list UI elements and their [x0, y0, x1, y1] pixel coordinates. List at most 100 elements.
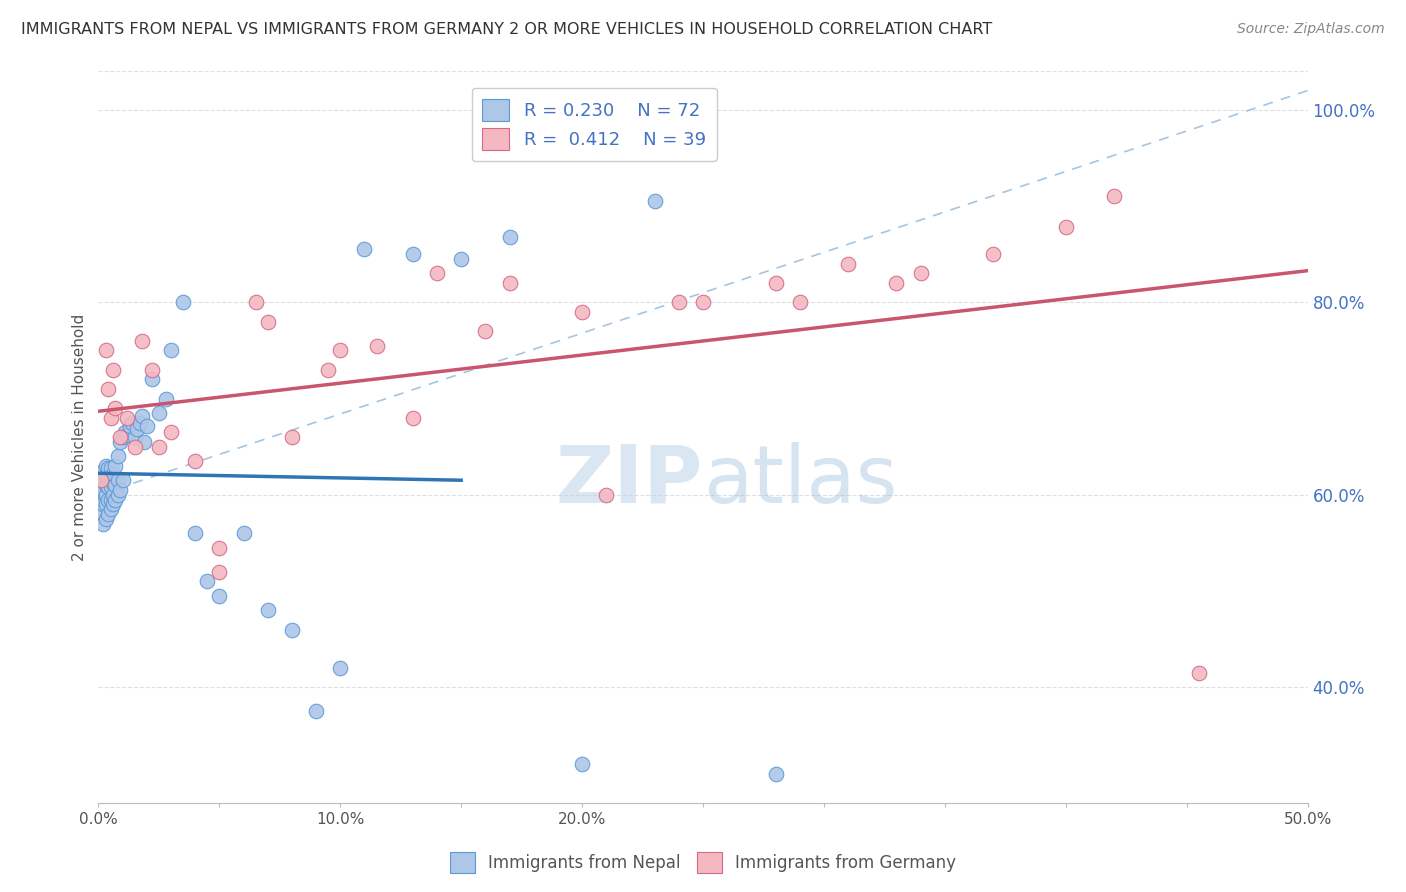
Point [281, 623, 304, 637]
Point [97, 480, 120, 494]
Point [184, 526, 207, 541]
Point [117, 410, 139, 425]
Point [101, 488, 124, 502]
Point [141, 372, 163, 386]
Point [837, 257, 859, 271]
Point [692, 295, 714, 310]
Point [107, 450, 129, 464]
Y-axis label: 2 or more Vehicles in Household: 2 or more Vehicles in Household [72, 313, 87, 561]
Point [498, 276, 520, 290]
Point [160, 425, 183, 440]
Point [571, 305, 593, 319]
Point [101, 362, 124, 376]
Point [91, 507, 114, 521]
Point [148, 440, 170, 454]
Point [1188, 665, 1211, 680]
Point [644, 194, 666, 209]
Point [498, 230, 520, 244]
Point [789, 295, 811, 310]
Point [402, 247, 425, 261]
Point [595, 488, 617, 502]
Point [127, 422, 149, 436]
Point [94, 478, 117, 492]
Point [195, 574, 218, 589]
Point [765, 767, 787, 781]
Point [90, 474, 112, 488]
Point [100, 470, 122, 484]
Point [172, 295, 194, 310]
Point [353, 243, 375, 257]
Point [101, 467, 124, 481]
Text: ZIP: ZIP [555, 442, 703, 520]
Point [148, 406, 170, 420]
Point [91, 474, 114, 488]
Text: IMMIGRANTS FROM NEPAL VS IMMIGRANTS FROM GERMANY 2 OR MORE VEHICLES IN HOUSEHOLD: IMMIGRANTS FROM NEPAL VS IMMIGRANTS FROM… [21, 22, 993, 37]
Point [104, 492, 127, 507]
Point [91, 516, 114, 531]
Point [160, 343, 183, 358]
Legend: R = 0.230    N = 72, R =  0.412    N = 39: R = 0.230 N = 72, R = 0.412 N = 39 [471, 87, 717, 161]
Point [100, 410, 122, 425]
Point [90, 498, 112, 512]
Point [135, 418, 157, 433]
Point [184, 454, 207, 468]
Point [94, 343, 117, 358]
Point [90, 474, 112, 488]
Point [111, 474, 134, 488]
Point [232, 526, 254, 541]
Point [94, 488, 117, 502]
Point [128, 416, 150, 430]
Point [245, 295, 267, 310]
Point [131, 334, 153, 348]
Point [1102, 189, 1125, 203]
Point [208, 589, 231, 603]
Point [668, 295, 690, 310]
Point [108, 483, 131, 497]
Point [450, 252, 472, 266]
Point [97, 461, 120, 475]
Point [474, 324, 496, 338]
Point [121, 416, 143, 430]
Point [316, 362, 339, 376]
Point [131, 409, 153, 423]
Point [97, 382, 120, 396]
Point [107, 474, 129, 488]
Point [91, 498, 114, 512]
Point [329, 343, 352, 358]
Point [94, 512, 117, 526]
Point [100, 492, 122, 507]
Point [111, 430, 134, 444]
Point [571, 757, 593, 772]
Point [101, 498, 124, 512]
Point [256, 315, 278, 329]
Point [981, 247, 1004, 261]
Point [256, 603, 278, 617]
Point [108, 430, 131, 444]
Point [426, 267, 449, 281]
Point [90, 483, 112, 497]
Text: atlas: atlas [703, 442, 897, 520]
Point [765, 276, 787, 290]
Point [94, 498, 117, 512]
Legend: Immigrants from Nepal, Immigrants from Germany: Immigrants from Nepal, Immigrants from G… [443, 846, 963, 880]
Point [94, 468, 117, 483]
Point [91, 483, 114, 497]
Point [134, 434, 156, 449]
Point [402, 410, 425, 425]
Point [118, 418, 141, 433]
Point [155, 392, 177, 406]
Point [100, 480, 122, 494]
Point [104, 401, 127, 416]
Point [114, 425, 136, 440]
Point [141, 362, 163, 376]
Point [94, 458, 117, 473]
Text: Source: ZipAtlas.com: Source: ZipAtlas.com [1237, 22, 1385, 37]
Point [90, 492, 112, 507]
Point [91, 464, 114, 478]
Point [117, 428, 139, 442]
Point [104, 458, 127, 473]
Point [886, 276, 908, 290]
Point [100, 502, 122, 516]
Point [329, 661, 352, 675]
Point [1054, 220, 1077, 235]
